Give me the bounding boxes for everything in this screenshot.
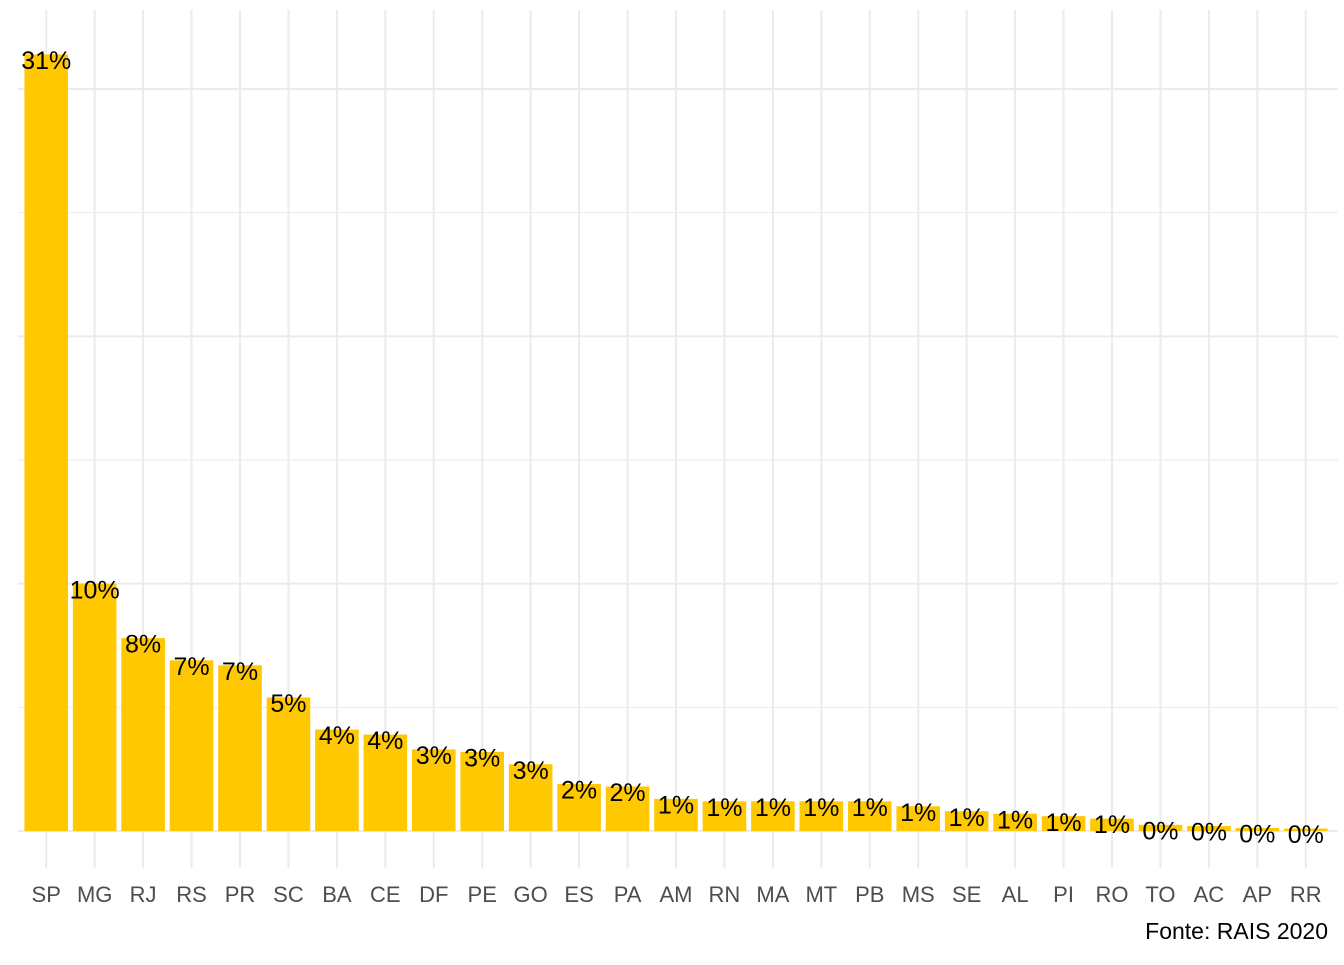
bar-pa [605,786,650,831]
bar-ms [896,806,941,831]
tick-label-rr: RR [1290,882,1322,907]
data-label-to: 0% [1142,817,1178,845]
data-label-pr: 7% [222,658,258,686]
bar-es [557,784,601,831]
tick-label-rn: RN [709,882,741,907]
data-label-rs: 7% [173,653,209,681]
bar-se [944,811,989,831]
tick-label-ro: RO [1096,882,1129,907]
data-label-mt: 1% [803,794,839,822]
data-label-ma: 1% [755,794,791,822]
tick-label-sc: SC [273,882,304,907]
data-label-mg: 10% [70,576,120,604]
bar-rr [1283,828,1328,831]
tick-label-go: GO [514,882,548,907]
bar-ro [1090,818,1134,831]
bar-sc [266,697,311,831]
bar-pr [218,665,262,831]
bar-to [1138,824,1183,831]
tick-label-sp: SP [32,882,61,907]
tick-label-ba: BA [322,882,352,907]
bar-pe [460,751,505,831]
tick-label-rs: RS [176,882,207,907]
data-label-al: 1% [997,806,1033,834]
tick-label-pr: PR [225,882,256,907]
bar-sp [24,54,69,831]
data-label-go: 3% [513,757,549,785]
data-label-rj: 8% [125,631,161,659]
tick-label-to: TO [1145,882,1175,907]
bar-ce [363,734,408,831]
data-label-es: 2% [561,777,597,805]
data-label-rr: 0% [1288,821,1324,849]
data-label-sc: 5% [270,690,306,718]
data-label-ro: 1% [1094,811,1130,839]
tick-label-mg: MG [77,882,112,907]
data-label-df: 3% [416,742,452,770]
data-label-ce: 4% [367,727,403,755]
bar-rs [169,660,214,831]
tick-label-rj: RJ [130,882,157,907]
tick-label-df: DF [419,882,448,907]
bar-mt [799,801,844,831]
tick-label-ac: AC [1194,882,1225,907]
data-label-pi: 1% [1045,809,1081,837]
bar-mg [72,583,117,831]
data-label-ms: 1% [900,799,936,827]
data-label-rn: 1% [706,794,742,822]
bar-ma [751,801,795,831]
tick-label-ap: AP [1243,882,1272,907]
data-label-se: 1% [949,804,985,832]
tick-label-pe: PE [468,882,497,907]
data-label-pe: 3% [464,744,500,772]
data-label-sp: 31% [21,47,71,75]
bar-df [411,749,456,831]
tick-label-pi: PI [1053,882,1074,907]
tick-label-se: SE [952,882,981,907]
tick-label-ce: CE [370,882,401,907]
tick-label-es: ES [564,882,593,907]
tick-label-mt: MT [805,882,837,907]
data-label-ap: 0% [1239,821,1275,849]
bar-ac [1187,826,1231,831]
bar-al [993,813,1037,831]
data-label-am: 1% [658,791,694,819]
data-label-pb: 1% [852,794,888,822]
bar-ap [1235,828,1280,831]
tick-label-al: AL [1002,882,1029,907]
bar-am [654,798,698,831]
bar-pi [1041,816,1086,831]
tick-label-pb: PB [855,882,884,907]
bar-rn [702,801,747,831]
tick-label-am: AM [660,882,693,907]
bar-rj [121,638,165,831]
bar-ba [315,729,359,831]
data-label-ba: 4% [319,722,355,750]
data-label-ac: 0% [1191,819,1227,847]
bar-go [508,764,553,831]
data-label-pa: 2% [609,779,645,807]
tick-label-pa: PA [614,882,642,907]
tick-label-ma: MA [756,882,789,907]
tick-label-ms: MS [902,882,935,907]
source-caption: Fonte: RAIS 2020 [1145,918,1328,944]
bar-pb [847,801,892,831]
